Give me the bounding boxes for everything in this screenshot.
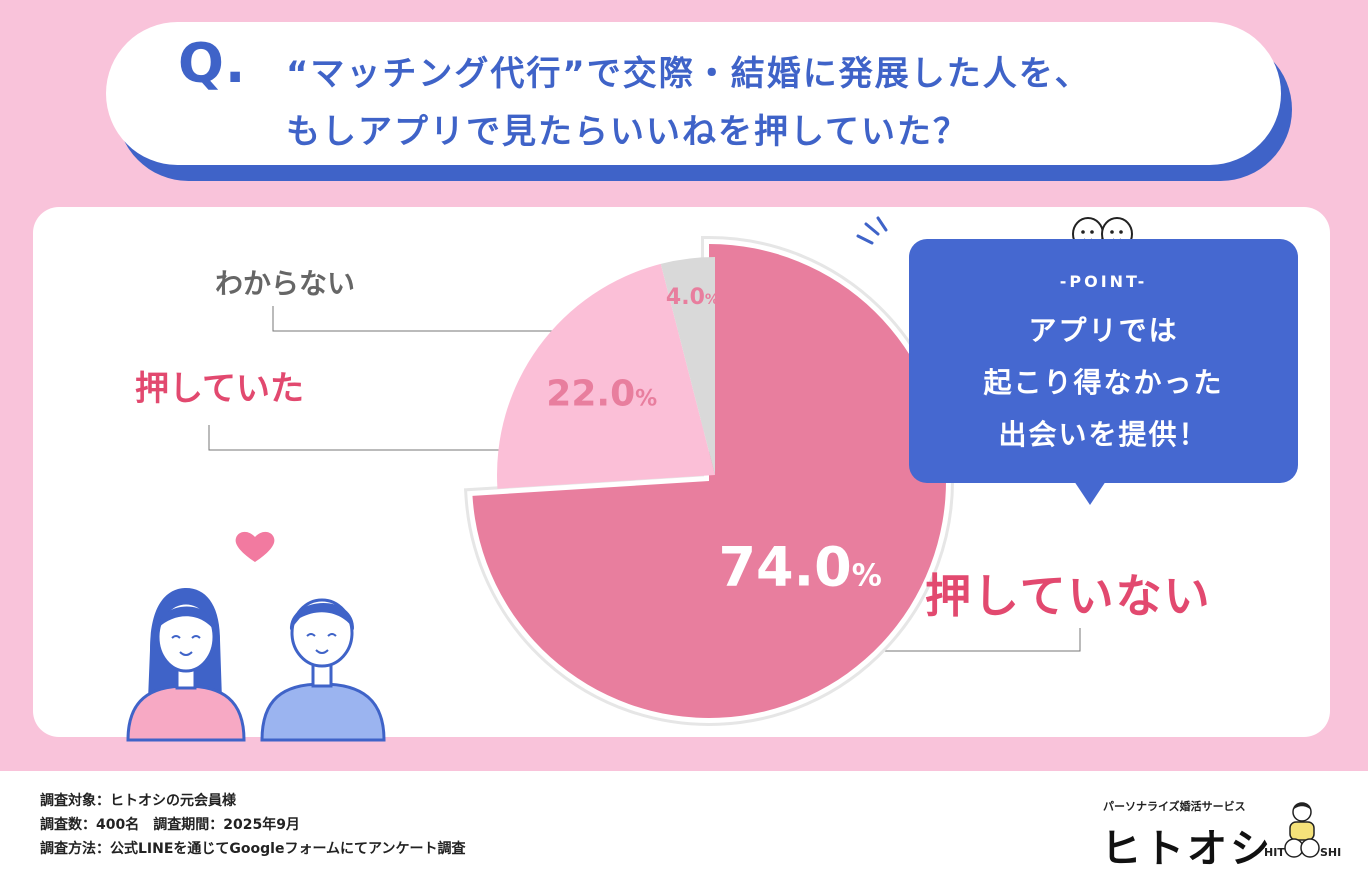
- logo-text-right: SHI: [1320, 846, 1341, 859]
- question-line-2: もしアプリで見たらいいねを押していた？: [286, 112, 969, 152]
- heart-icon: [235, 531, 275, 562]
- leader-line-yes: [208, 425, 612, 451]
- pie-value-label-1: 22.0%: [546, 373, 657, 414]
- point-bubble: [909, 239, 1298, 483]
- woman-illustration: [126, 588, 246, 742]
- leader-line-no: [793, 628, 1081, 652]
- survey-method: 調査方法：公式LINEを通じてGoogleフォームにてアンケート調査: [40, 841, 466, 857]
- pie-value-label-2: 4.0%: [666, 285, 719, 310]
- label-unknown: わからない: [215, 267, 356, 300]
- logo-text-left: HIT: [1264, 846, 1285, 859]
- brand-logo-icon: HIT SHI: [1264, 802, 1341, 859]
- footer: [0, 771, 1368, 879]
- question-line-1: “マッチング代行”で交際・結婚に発展した人を、: [286, 54, 1091, 94]
- point-line-3: 出会いを提供！: [998, 418, 1209, 451]
- point-title: -POINT-: [1059, 272, 1148, 291]
- pie-slice-2: [660, 257, 715, 475]
- pie-chart: 74.0% 22.0% 4.0%: [463, 235, 954, 726]
- point-line-2: 起こり得なかった: [983, 366, 1224, 399]
- man-illustration: [260, 598, 386, 742]
- label-pressed: 押していた: [135, 369, 304, 409]
- survey-count-period: 調査数：400名 調査期間：2025年9月: [40, 817, 300, 833]
- question-box: [106, 22, 1281, 165]
- pie-slice-1: [496, 263, 715, 489]
- accent-lines-icon: [856, 216, 888, 245]
- brand-tagline: パーソナライズ婚活サービス: [1103, 800, 1246, 813]
- pie-slice-0: [472, 244, 946, 718]
- question-mark: Q.: [178, 32, 247, 95]
- brand-name: ヒトオシ: [1101, 826, 1273, 872]
- point-line-1: アプリでは: [1028, 314, 1179, 347]
- label-not-pressed: 押していない: [925, 569, 1212, 623]
- bubble-tail: [1070, 475, 1110, 505]
- pie-value-label-0: 74.0%: [718, 535, 881, 598]
- survey-target: 調査対象：ヒトオシの元会員様: [40, 793, 236, 809]
